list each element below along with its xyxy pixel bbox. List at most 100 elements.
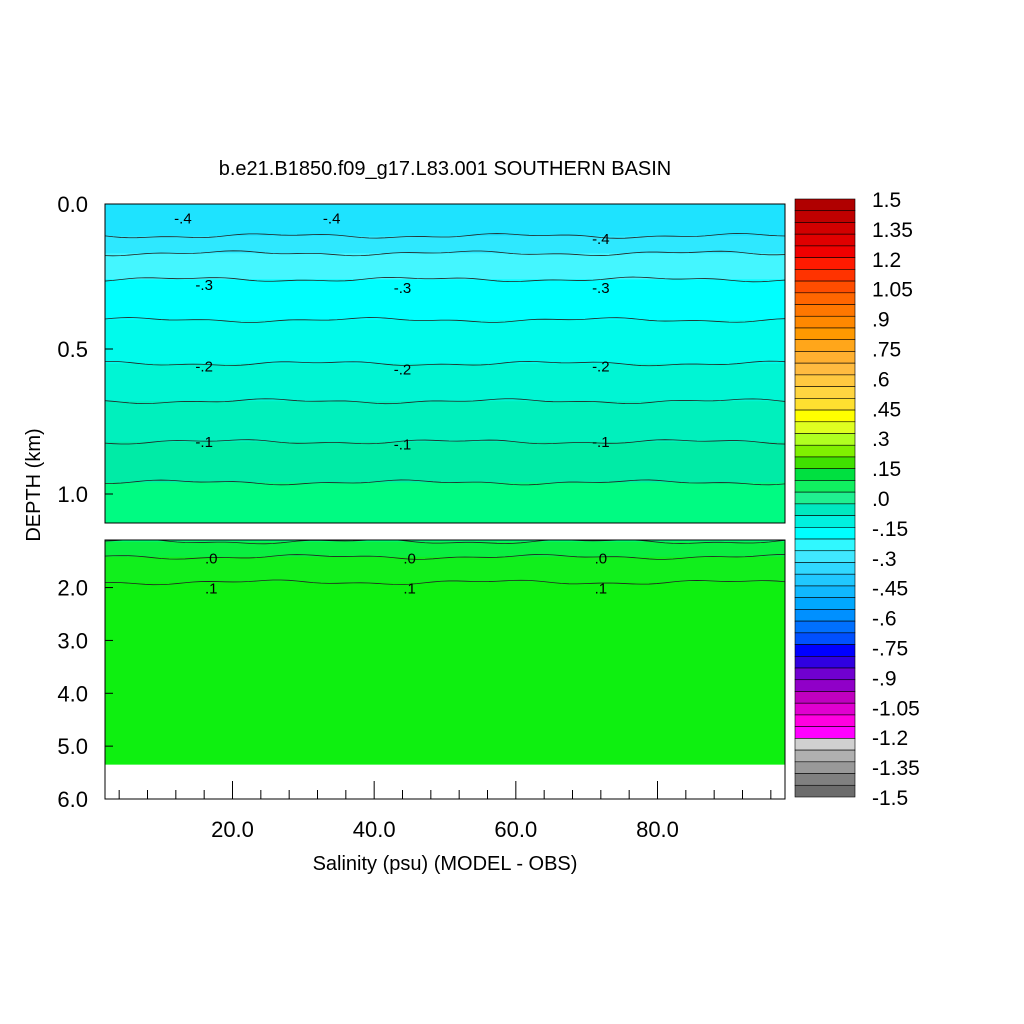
fill-band	[105, 582, 785, 766]
y-tick-label: 0.0	[57, 192, 88, 217]
colorbar-label: -1.35	[872, 757, 920, 780]
colorbar-swatch	[794, 386, 856, 399]
fill-band	[105, 253, 785, 280]
colorbar-swatch	[794, 655, 856, 669]
y-tick-label: 5.0	[57, 734, 88, 759]
x-axis-ticks: 20.0 40.0 60.0 80.0	[118, 781, 772, 842]
y-tick-label: 3.0	[57, 628, 88, 653]
colorbar-label: -.15	[872, 518, 908, 541]
y-tick-label: 4.0	[57, 681, 88, 706]
colorbar-swatch	[794, 562, 856, 575]
colorbar-label: .9	[872, 309, 890, 332]
colorbar-swatch	[794, 738, 856, 751]
colorbar-swatch	[794, 620, 856, 634]
chart-title: b.e21.B1850.f09_g17.L83.001 SOUTHERN BAS…	[219, 158, 672, 180]
colorbar-swatch	[794, 198, 856, 212]
fill-band	[105, 441, 785, 483]
colorbar-label: 1.05	[872, 279, 913, 302]
contour-line	[105, 540, 785, 545]
colorbar-swatch	[794, 784, 856, 798]
contour-label: .0	[205, 551, 218, 568]
colorbar-label: 1.35	[872, 219, 913, 242]
contour-label: -.3	[592, 280, 610, 297]
colorbar-swatch	[794, 269, 856, 282]
colorbar-swatch	[794, 351, 856, 364]
x-tick-label: 40.0	[353, 817, 396, 842]
contour-line	[105, 554, 785, 560]
fill-band	[105, 401, 785, 443]
contour-label: -.1	[394, 437, 412, 454]
y-tick-label: 1.0	[57, 482, 88, 507]
colorbar-swatch	[794, 409, 856, 423]
fill-band	[105, 235, 785, 254]
colorbar-swatch	[794, 773, 856, 786]
upper-panel: -.4 -.4 -.4 -.3 -.3 -.3 -.2 -.2 -.2 -.1 -.1 -.1	[104, 203, 786, 524]
colorbar-swatch	[794, 679, 856, 692]
ocean-floor-mask	[105, 764, 785, 799]
colorbar-swatch	[794, 726, 856, 739]
colorbar-swatch	[794, 210, 856, 223]
colorbar-swatch	[794, 339, 856, 352]
colorbar-swatch	[794, 749, 856, 763]
contour-line	[105, 250, 785, 257]
y-tick-label: 2.0	[57, 576, 88, 601]
colorbar-label: .0	[872, 488, 890, 511]
colorbar-label: 1.2	[872, 249, 901, 272]
colorbar-label: -1.05	[872, 697, 920, 720]
lower-panel-frame	[104, 539, 786, 800]
colorbar-swatch	[794, 515, 856, 528]
colorbar-swatch	[794, 691, 856, 704]
y-axis-ticks: 0.0 0.5 1.0 2.0 3.0 4.0 5.0 6.0	[57, 192, 113, 812]
contour-line	[105, 579, 785, 586]
colorbar-label: 1.5	[872, 189, 901, 212]
colorbar-label: -.45	[872, 578, 908, 601]
contour-label: -.2	[195, 358, 213, 375]
colorbar-label: -.3	[872, 548, 897, 571]
colorbar-swatch	[794, 222, 856, 235]
colorbar-label: .75	[872, 339, 901, 362]
contour-label: -.4	[174, 211, 192, 228]
upper-panel-frame	[104, 203, 786, 524]
colorbar-label: .6	[872, 368, 890, 391]
colorbar-swatch	[794, 304, 856, 317]
fill-band	[105, 320, 785, 365]
colorbar-swatch	[794, 315, 856, 329]
fill-band	[105, 279, 785, 321]
colorbar-label: .15	[872, 458, 901, 481]
contour-label: -.2	[592, 358, 610, 375]
colorbar-swatch	[794, 761, 856, 774]
colorbar-swatch	[794, 398, 856, 411]
colorbar: 1.5 1.35 1.2 1.05 .9 .75 .6 .45 .3 .15 .0 -.15 -.3 -.…	[794, 189, 920, 810]
colorbar-swatch	[794, 714, 856, 727]
colorbar-swatch	[794, 597, 856, 610]
colorbar-swatch	[794, 421, 856, 434]
colorbar-swatch	[794, 233, 856, 247]
colorbar-swatch	[794, 362, 856, 376]
colorbar-label: -.6	[872, 608, 897, 631]
contour-label: -.1	[592, 434, 610, 451]
y-axis-label: DEPTH (km)	[23, 428, 45, 541]
colorbar-swatch	[794, 503, 856, 516]
colorbar-label: .3	[872, 428, 890, 451]
colorbar-swatch	[794, 468, 856, 481]
fill-band	[105, 540, 785, 543]
colorbar-label: -.9	[872, 667, 897, 690]
contour-label: -.4	[323, 211, 341, 228]
colorbar-label: -1.5	[872, 787, 908, 810]
colorbar-swatch	[794, 257, 856, 270]
contour-label: -.4	[592, 231, 610, 248]
colorbar-swatch	[794, 632, 856, 645]
contour-line	[105, 276, 785, 283]
colorbar-swatch	[794, 585, 856, 598]
contour-label: .0	[403, 551, 416, 568]
fill-band	[105, 541, 785, 558]
colorbar-swatch	[794, 573, 856, 587]
lower-plot-area: .0 .0 .0 .1 .1 .1	[105, 540, 785, 799]
colorbar-swatch	[794, 644, 856, 657]
contour-line	[105, 439, 785, 445]
contour-line	[105, 360, 785, 367]
fill-band	[105, 363, 785, 402]
colorbar-swatch	[794, 667, 856, 681]
contour-label: -.1	[195, 434, 213, 451]
